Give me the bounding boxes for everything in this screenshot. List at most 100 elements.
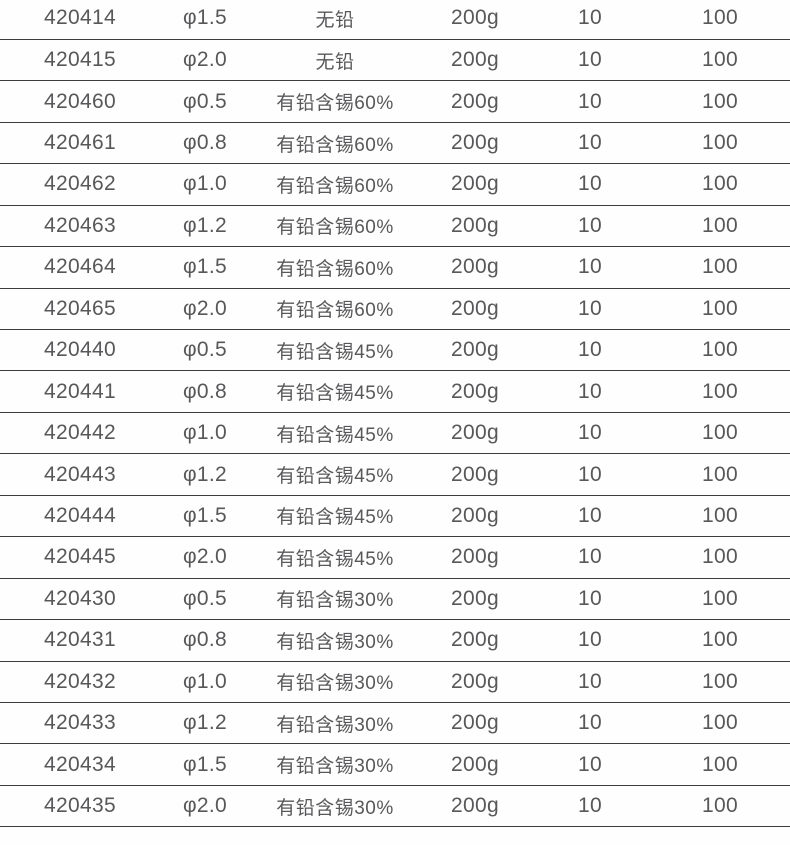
- table-row: 420465 φ2.0 有铅含锡60% 200g 10 100: [0, 288, 790, 330]
- material-cell: 有铅含锡30%: [276, 797, 394, 819]
- material-cell: 有铅含锡45%: [276, 507, 394, 529]
- material-cell: 有铅含锡30%: [276, 673, 394, 695]
- material-cell: 有铅含锡60%: [276, 93, 394, 115]
- table-row: 420443 φ1.2 有铅含锡45% 200g 10 100: [0, 453, 790, 496]
- material-cell: 有铅含锡60%: [276, 300, 394, 322]
- product-code-cell: 420444: [44, 503, 116, 527]
- inner-pack-qty-cell: 10: [578, 794, 602, 818]
- table-row: 420442 φ1.0 有铅含锡45% 200g 10 100: [0, 412, 790, 454]
- product-code-cell: 420433: [44, 711, 116, 735]
- inner-pack-qty-cell: 10: [578, 172, 602, 196]
- carton-qty-cell: 100: [702, 462, 738, 486]
- net-weight-cell: 200g: [451, 296, 499, 320]
- product-code-cell: 420462: [44, 172, 116, 196]
- inner-pack-qty-cell: 10: [578, 131, 602, 155]
- diameter-cell: φ1.2: [182, 711, 227, 735]
- net-weight-cell: 200g: [451, 462, 499, 486]
- inner-pack-qty-cell: 10: [578, 752, 602, 776]
- net-weight-cell: 200g: [451, 669, 499, 693]
- table-row: 420432 φ1.0 有铅含锡30% 200g 10 100: [0, 661, 790, 703]
- net-weight-cell: 200g: [451, 172, 499, 196]
- carton-qty-cell: 100: [702, 296, 738, 320]
- table-row: 420445 φ2.0 有铅含锡45% 200g 10 100: [0, 536, 790, 579]
- table-row: 420444 φ1.5 有铅含锡45% 200g 10 100: [0, 495, 790, 537]
- net-weight-cell: 200g: [451, 794, 499, 818]
- table-row: 420464 φ1.5 有铅含锡60% 200g 10 100: [0, 246, 790, 289]
- material-cell: 有铅含锡45%: [276, 466, 394, 488]
- inner-pack-qty-cell: 10: [578, 255, 602, 279]
- inner-pack-qty-cell: 10: [578, 213, 602, 237]
- material-cell: 有铅含锡60%: [276, 217, 394, 239]
- table-row: 420462 φ1.0 有铅含锡60% 200g 10 100: [0, 163, 790, 206]
- product-code-cell: 420435: [44, 794, 116, 818]
- net-weight-cell: 200g: [451, 213, 499, 237]
- material-cell: 有铅含锡60%: [276, 175, 394, 197]
- material-cell: 有铅含锡30%: [276, 631, 394, 653]
- material-cell: 有铅含锡30%: [276, 714, 394, 736]
- table-row: 420430 φ0.5 有铅含锡30% 200g 10 100: [0, 578, 790, 620]
- product-code-cell: 420442: [44, 421, 116, 445]
- table-row: 420440 φ0.5 有铅含锡45% 200g 10 100: [0, 329, 790, 371]
- diameter-cell: φ2.0: [182, 48, 227, 72]
- inner-pack-qty-cell: 10: [578, 628, 602, 652]
- material-cell: 无铅: [315, 9, 355, 31]
- diameter-cell: φ1.0: [182, 669, 227, 693]
- table-row: 420431 φ0.8 有铅含锡30% 200g 10 100: [0, 619, 790, 661]
- net-weight-cell: 200g: [451, 628, 499, 652]
- diameter-cell: φ0.8: [182, 628, 227, 652]
- carton-qty-cell: 100: [702, 48, 738, 72]
- material-cell: 有铅含锡45%: [276, 341, 394, 363]
- inner-pack-qty-cell: 10: [578, 379, 602, 403]
- diameter-cell: φ1.2: [182, 213, 227, 237]
- product-code-cell: 420460: [44, 89, 116, 113]
- product-code-cell: 420465: [44, 296, 116, 320]
- net-weight-cell: 200g: [451, 338, 499, 362]
- net-weight-cell: 200g: [451, 752, 499, 776]
- diameter-cell: φ0.5: [182, 89, 227, 113]
- product-code-cell: 420463: [44, 213, 116, 237]
- diameter-cell: φ1.5: [182, 255, 227, 279]
- carton-qty-cell: 100: [702, 503, 738, 527]
- diameter-cell: φ1.0: [182, 421, 227, 445]
- table-row: 420460 φ0.5 有铅含锡60% 200g 10 100: [0, 80, 790, 123]
- material-cell: 有铅含锡60%: [276, 258, 394, 280]
- material-cell: 有铅含锡45%: [276, 383, 394, 405]
- table-row: 420441 φ0.8 有铅含锡45% 200g 10 100: [0, 370, 790, 413]
- carton-qty-cell: 100: [702, 338, 738, 362]
- material-cell: 有铅含锡30%: [276, 590, 394, 612]
- table-row: 420461 φ0.8 有铅含锡60% 200g 10 100: [0, 122, 790, 164]
- diameter-cell: φ0.5: [182, 338, 227, 362]
- product-spec-table: 420414 φ1.5 无铅 200g 10 100 420415 φ2.0 无…: [0, 0, 790, 827]
- inner-pack-qty-cell: 10: [578, 421, 602, 445]
- net-weight-cell: 200g: [451, 131, 499, 155]
- material-cell: 有铅含锡30%: [276, 756, 394, 778]
- carton-qty-cell: 100: [702, 545, 738, 569]
- product-code-cell: 420443: [44, 462, 116, 486]
- material-cell: 无铅: [315, 51, 355, 73]
- bottom-whitespace: [0, 827, 790, 845]
- table-row: 420414 φ1.5 无铅 200g 10 100: [0, 0, 790, 40]
- diameter-cell: φ2.0: [182, 296, 227, 320]
- carton-qty-cell: 100: [702, 421, 738, 445]
- diameter-cell: φ0.5: [182, 586, 227, 610]
- diameter-cell: φ1.5: [182, 6, 227, 30]
- product-code-cell: 420431: [44, 628, 116, 652]
- table-row: 420434 φ1.5 有铅含锡30% 200g 10 100: [0, 743, 790, 786]
- net-weight-cell: 200g: [451, 503, 499, 527]
- diameter-cell: φ2.0: [182, 545, 227, 569]
- material-cell: 有铅含锡45%: [276, 548, 394, 570]
- inner-pack-qty-cell: 10: [578, 545, 602, 569]
- table-row: 420435 φ2.0 有铅含锡30% 200g 10 100: [0, 785, 790, 827]
- diameter-cell: φ0.8: [182, 131, 227, 155]
- table-row: 420415 φ2.0 无铅 200g 10 100: [0, 39, 790, 81]
- product-code-cell: 420445: [44, 545, 116, 569]
- carton-qty-cell: 100: [702, 6, 738, 30]
- inner-pack-qty-cell: 10: [578, 462, 602, 486]
- inner-pack-qty-cell: 10: [578, 669, 602, 693]
- product-code-cell: 420464: [44, 255, 116, 279]
- diameter-cell: φ0.8: [182, 379, 227, 403]
- carton-qty-cell: 100: [702, 255, 738, 279]
- carton-qty-cell: 100: [702, 379, 738, 403]
- diameter-cell: φ1.0: [182, 172, 227, 196]
- inner-pack-qty-cell: 10: [578, 6, 602, 30]
